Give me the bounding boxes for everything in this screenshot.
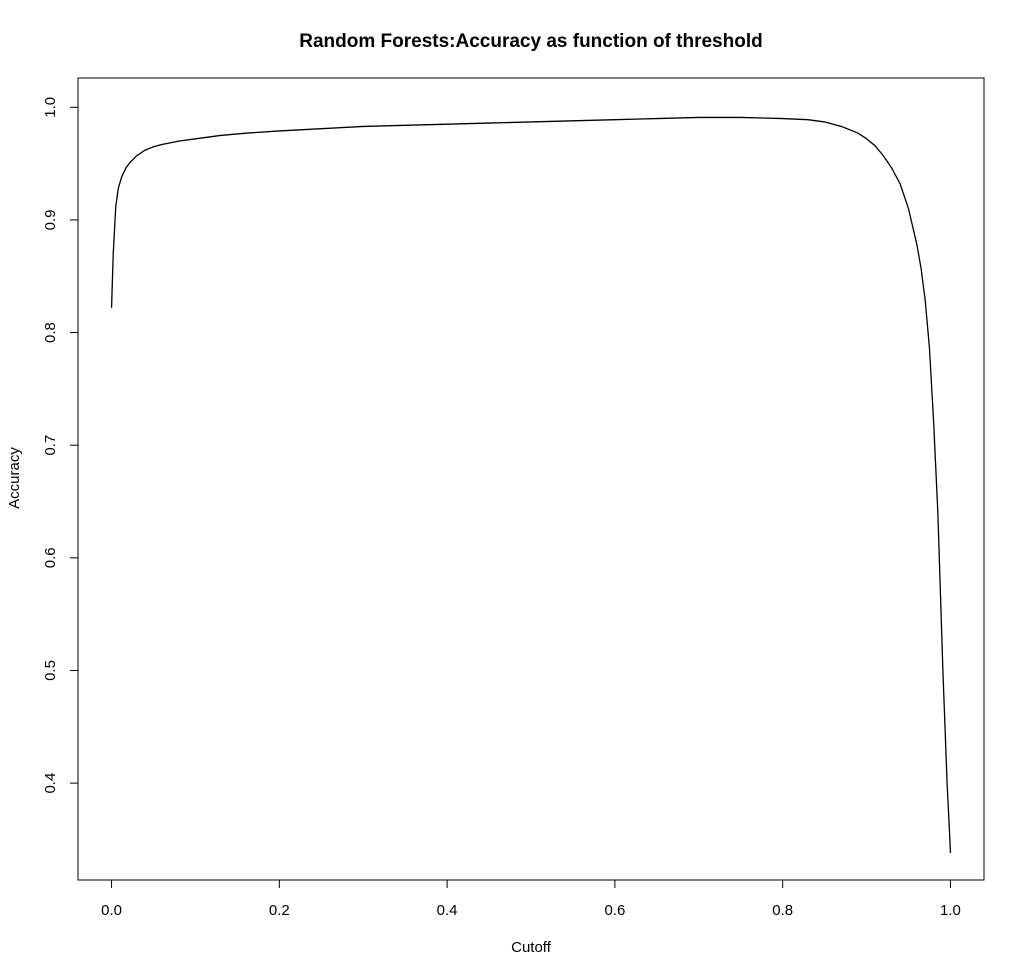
x-tick-label: 1.0 [940, 902, 961, 919]
x-tick-label: 0.0 [101, 902, 122, 919]
x-tick-label: 0.2 [269, 902, 290, 919]
y-tick-label: 0.9 [42, 209, 59, 230]
y-tick-label: 0.6 [42, 547, 59, 568]
x-tick-label: 0.8 [772, 902, 793, 919]
plot-frame [77, 77, 985, 881]
y-tick-label: 1.0 [42, 97, 59, 118]
y-axis: 0.4 0.5 0.6 0.7 0.8 0.9 1.0 [42, 97, 79, 794]
x-tick-label: 0.4 [437, 902, 458, 919]
y-tick-label: 0.7 [42, 435, 59, 456]
x-tick-label: 0.6 [604, 902, 625, 919]
y-tick-label: 0.4 [42, 773, 59, 794]
accuracy-line [110, 116, 952, 853]
x-axis-label: Cutoff [511, 939, 552, 956]
x-axis: 0.0 0.2 0.4 0.6 0.8 1.0 [101, 879, 961, 919]
y-tick-label: 0.5 [42, 660, 59, 681]
chart-title: Random Forests:Accuracy as function of t… [299, 31, 762, 52]
y-axis-label: Accuracy [6, 447, 23, 509]
y-tick-label: 0.8 [42, 322, 59, 343]
